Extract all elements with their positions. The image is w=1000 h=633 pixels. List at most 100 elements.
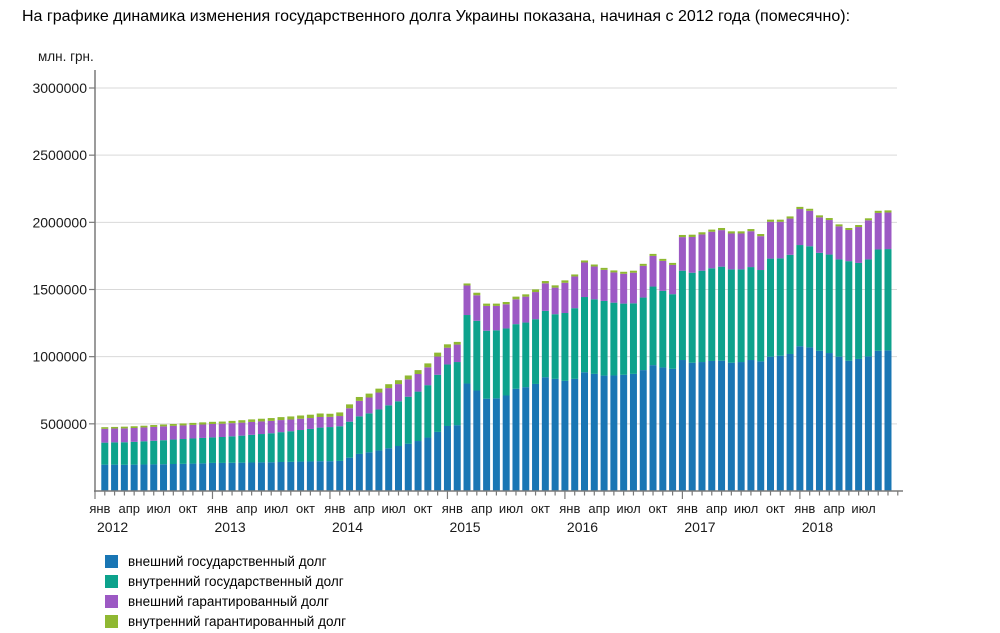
x-axis-month-label: июл: [381, 501, 405, 516]
bar-segment-series-0: [120, 464, 128, 491]
x-axis-month-label: апр: [236, 501, 258, 516]
x-axis-month-label: апр: [119, 501, 141, 516]
bar-segment-series-2: [796, 209, 804, 246]
y-axis-tick-label: 2000000: [32, 214, 87, 230]
x-axis-month-label: окт: [413, 501, 432, 516]
bar-segment-series-3: [228, 420, 236, 424]
bar-segment-series-0: [610, 375, 618, 491]
bar-segment-series-0: [336, 460, 344, 491]
bar-segment-series-3: [532, 289, 540, 293]
bar-segment-series-0: [169, 464, 177, 491]
bar-segment-series-0: [365, 452, 373, 491]
bar-segment-series-0: [669, 368, 677, 491]
bar-segment-series-2: [492, 305, 500, 331]
bar-segment-series-3: [365, 393, 373, 398]
bar-segment-series-1: [316, 427, 324, 462]
bar-segment-series-0: [179, 463, 187, 491]
bar-segment-series-2: [688, 236, 696, 273]
bar-segment-series-1: [424, 385, 432, 438]
bar-segment-series-3: [179, 423, 187, 426]
bar-segment-series-1: [150, 440, 158, 465]
bar-segment-series-1: [688, 272, 696, 363]
x-axis-month-label: июл: [734, 501, 758, 516]
bar-segment-series-0: [404, 443, 412, 491]
bar-segment-series-0: [414, 441, 422, 491]
bar-segment-series-1: [463, 315, 471, 384]
x-axis-month-label: окт: [178, 501, 197, 516]
x-axis-month-label: апр: [706, 501, 728, 516]
bar-segment-series-0: [649, 365, 657, 491]
bar-segment-series-3: [737, 231, 745, 234]
bar-segment-series-3: [483, 303, 491, 306]
bar-segment-series-3: [688, 234, 696, 237]
legend-item-2[interactable]: внешний гарантированный долг: [105, 591, 346, 611]
bar-segment-series-1: [434, 374, 442, 432]
bar-segment-series-0: [825, 353, 833, 491]
bar-segment-series-3: [659, 258, 667, 261]
bar-segment-series-1: [620, 303, 628, 375]
bar-segment-series-1: [111, 442, 119, 465]
bar-segment-series-1: [747, 267, 755, 361]
bar-segment-series-0: [767, 356, 775, 491]
bar-segment-series-2: [590, 266, 598, 300]
bar-segment-series-3: [326, 413, 334, 417]
chart-legend: внешний государственный долг внутренний г…: [105, 551, 346, 631]
bar-segment-series-3: [111, 426, 119, 429]
bar-segment-series-0: [394, 446, 402, 491]
legend-item-0[interactable]: внешний государственный долг: [105, 551, 346, 571]
bar-segment-series-3: [414, 370, 422, 374]
bar-segment-series-2: [297, 418, 305, 431]
bar-segment-series-2: [453, 344, 461, 363]
x-axis-month-label: янв: [89, 501, 110, 516]
bar-segment-series-1: [346, 421, 354, 458]
x-axis-month-label: окт: [766, 501, 785, 516]
bar-segment-series-1: [257, 434, 265, 463]
bar-segment-series-1: [483, 330, 491, 399]
bar-segment-series-0: [346, 457, 354, 491]
bar-segment-series-2: [257, 421, 265, 435]
x-axis-month-label: июл: [264, 501, 288, 516]
bar-segment-series-3: [874, 210, 882, 213]
bar-segment-series-3: [629, 270, 637, 273]
bar-segment-series-2: [326, 416, 334, 428]
bar-segment-series-2: [306, 418, 314, 429]
bar-segment-series-0: [698, 362, 706, 491]
bar-segment-series-1: [522, 322, 530, 388]
bar-segment-series-0: [864, 356, 872, 491]
bar-segment-series-3: [541, 281, 549, 284]
bar-segment-series-3: [776, 219, 784, 222]
bar-segment-series-2: [120, 428, 128, 443]
bar-segment-series-1: [737, 269, 745, 363]
bar-segment-series-1: [218, 437, 226, 463]
bar-segment-series-3: [855, 225, 863, 228]
bar-segment-series-2: [414, 374, 422, 392]
bar-segment-series-0: [453, 425, 461, 491]
bar-segment-series-1: [189, 438, 197, 464]
bar-segment-series-2: [737, 233, 745, 270]
bar-segment-series-3: [551, 285, 559, 288]
bar-segment-series-2: [884, 212, 892, 250]
bar-segment-series-2: [483, 305, 491, 331]
legend-item-3[interactable]: внутренний гарантированный долг: [105, 611, 346, 631]
bar-segment-series-2: [346, 408, 354, 422]
bar-segment-series-2: [620, 273, 628, 304]
x-axis-month-label: янв: [677, 501, 698, 516]
x-axis-month-label: апр: [823, 501, 845, 516]
bar-segment-series-3: [727, 231, 735, 234]
y-axis-tick-label: 1500000: [32, 282, 87, 298]
y-axis-tick-label: 2500000: [32, 147, 87, 163]
bar-segment-series-0: [835, 356, 843, 491]
legend-label: внутренний гарантированный долг: [128, 613, 346, 629]
debt-stacked-bar-chart: 500000 1000000 1500000 2000000 2500000 300000…: [32, 70, 903, 535]
bar-segment-series-3: [169, 423, 177, 426]
bar-segment-series-1: [629, 303, 637, 374]
legend-item-1[interactable]: внутренний государственный долг: [105, 571, 346, 591]
bar-segment-series-2: [179, 425, 187, 440]
bar-segment-series-1: [551, 314, 559, 379]
x-axis-month-label: окт: [296, 501, 315, 516]
bar-segment-series-1: [874, 249, 882, 351]
bar-segment-series-0: [522, 387, 530, 491]
bar-segment-series-0: [727, 362, 735, 491]
bar-segment-series-1: [160, 440, 168, 465]
bar-segment-series-2: [600, 269, 608, 301]
